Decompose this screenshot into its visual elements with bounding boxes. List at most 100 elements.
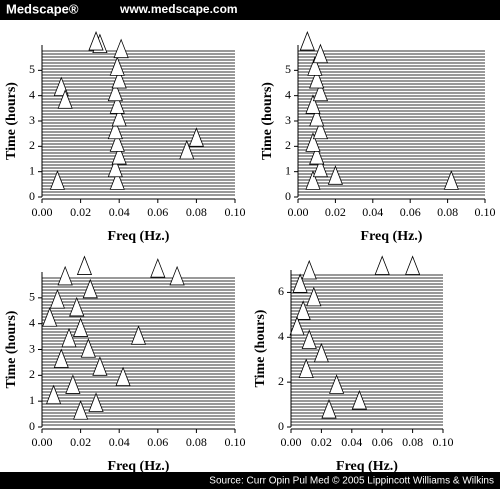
y-tick-label: 3	[285, 113, 291, 127]
peak	[57, 89, 73, 109]
y-tick-label: 2	[278, 374, 284, 388]
peak	[80, 338, 96, 358]
peak	[179, 139, 195, 160]
footer-bar	[0, 472, 500, 489]
x-tick-label: 0.02	[70, 435, 91, 449]
y-axis-label: Time (hours)	[4, 310, 19, 388]
peak	[150, 258, 166, 278]
peak	[76, 255, 93, 275]
y-tick-label: 4	[29, 87, 35, 101]
peak	[307, 56, 323, 76]
x-tick-label: 0.00	[32, 435, 53, 449]
peak	[309, 68, 325, 89]
y-tick-label: 5	[29, 290, 35, 304]
x-tick-label: 0.10	[225, 435, 246, 449]
peak	[49, 289, 66, 309]
y-tick-label: 1	[285, 163, 291, 177]
peak	[312, 81, 329, 102]
peak	[327, 165, 343, 185]
x-tick-label: 0.02	[70, 205, 91, 219]
y-tick-label: 2	[29, 138, 35, 152]
peak	[289, 315, 305, 336]
y-tick-label: 5	[285, 62, 291, 76]
peak	[111, 144, 127, 165]
peak	[295, 300, 311, 320]
peak	[92, 356, 108, 376]
peak	[309, 144, 325, 165]
y-tick-label: 4	[278, 329, 284, 343]
y-tick-label: 4	[29, 315, 35, 329]
peak	[321, 398, 337, 419]
peak	[61, 327, 77, 348]
peak	[107, 157, 123, 178]
peak	[88, 30, 104, 51]
x-tick-label: 0.08	[402, 435, 423, 449]
peak	[42, 307, 58, 327]
y-tick-label: 2	[285, 138, 291, 152]
peak	[111, 106, 127, 127]
peak	[65, 374, 81, 394]
y-tick-label: 2	[29, 367, 35, 381]
peak	[88, 392, 104, 412]
peak	[73, 317, 89, 337]
y-tick-label: 0	[29, 419, 35, 433]
peak	[57, 265, 73, 286]
peak	[107, 81, 123, 102]
x-tick-label: 0.00	[32, 205, 53, 219]
peak	[69, 296, 85, 317]
peak	[405, 255, 421, 275]
y-axis-label: Time (hours)	[4, 82, 19, 160]
peak	[107, 119, 123, 140]
x-tick-label: 0.04	[109, 205, 130, 219]
peak	[305, 132, 321, 152]
y-tick-label: 3	[29, 113, 35, 127]
peak	[301, 259, 317, 280]
y-tick-label: 3	[29, 341, 35, 355]
x-axis-label: Freq (Hz.)	[336, 459, 398, 474]
peak	[188, 127, 204, 147]
x-tick-label: 0.10	[475, 205, 496, 219]
peak	[292, 273, 308, 293]
y-axis-label: Time (hours)	[260, 82, 275, 160]
peak	[301, 329, 317, 349]
peak	[53, 348, 69, 368]
peak	[109, 170, 125, 190]
y-tick-label: 6	[278, 284, 284, 298]
y-axis-label: Time (hours)	[253, 309, 268, 387]
peak	[312, 157, 329, 178]
peak	[329, 374, 345, 394]
peak	[312, 119, 329, 140]
x-axis-label: Freq (Hz.)	[108, 459, 170, 474]
peak	[443, 170, 459, 190]
peak	[169, 265, 185, 286]
x-tick-label: 0.02	[325, 205, 346, 219]
peak	[305, 94, 321, 114]
x-tick-label: 0.02	[311, 435, 332, 449]
peak	[130, 325, 147, 345]
brand: Medscape®	[6, 1, 79, 16]
peak	[111, 68, 127, 89]
peak	[82, 278, 98, 299]
y-tick-label: 1	[29, 393, 35, 407]
peak	[298, 358, 314, 379]
header-bar	[0, 0, 500, 20]
url: www.medscape.com	[119, 2, 238, 16]
peak	[49, 170, 66, 190]
x-tick-label: 0.04	[109, 435, 130, 449]
x-tick-label: 0.06	[147, 435, 168, 449]
peak	[73, 400, 89, 420]
x-axis-label: Freq (Hz.)	[108, 229, 170, 244]
y-tick-label: 0	[29, 189, 35, 203]
source: Source: Curr Opin Pul Med © 2005 Lippinc…	[209, 476, 494, 487]
peak	[45, 384, 62, 405]
peak	[109, 56, 125, 76]
peak	[313, 342, 329, 363]
x-axis-label: Freq (Hz.)	[361, 229, 423, 244]
peak	[374, 255, 390, 275]
peak	[306, 286, 322, 307]
peak	[299, 30, 315, 51]
peak	[115, 366, 131, 387]
x-tick-label: 0.10	[225, 205, 246, 219]
